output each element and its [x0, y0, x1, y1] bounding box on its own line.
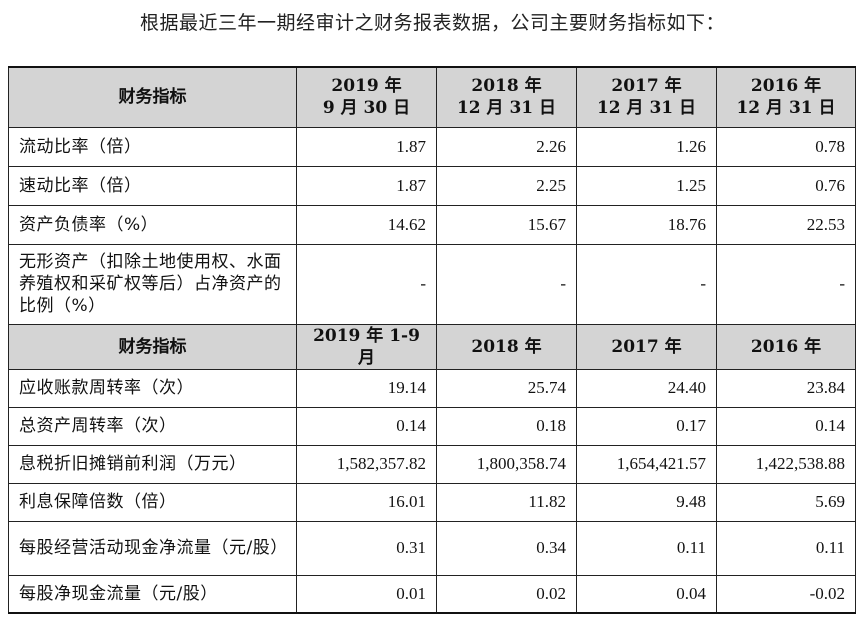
- table-header-row-balance: 财务指标 2019 年 9 月 30 日 2018 年 12 月 31 日 20…: [8, 66, 856, 128]
- header-label: 财务指标: [8, 323, 297, 370]
- row-value: -: [576, 243, 717, 325]
- header-year: 2018 年: [471, 76, 542, 97]
- header-date: 12 月 31 日: [456, 98, 557, 119]
- row-value: 0.31: [296, 520, 437, 576]
- row-label: 总资产周转率（次）: [8, 406, 297, 446]
- header-col-2019-ytd: 2019 年 1-9 月: [296, 323, 437, 370]
- row-value: 23.84: [716, 368, 856, 408]
- row-value: 0.78: [716, 126, 856, 167]
- row-label: 应收账款周转率（次）: [8, 368, 297, 408]
- row-value: 0.04: [576, 574, 717, 614]
- row-value: 0.14: [716, 406, 856, 446]
- row-value: 0.01: [296, 574, 437, 614]
- table-row: 流动比率（倍） 1.87 2.26 1.26 0.78: [8, 126, 856, 167]
- row-value: 2.25: [436, 165, 577, 206]
- table-row: 每股净现金流量（元/股） 0.01 0.02 0.04 -0.02: [8, 574, 856, 614]
- row-value: -: [436, 243, 577, 325]
- financial-indicators-table: 财务指标 2019 年 9 月 30 日 2018 年 12 月 31 日 20…: [8, 66, 856, 614]
- header-col-2017-dec: 2017 年 12 月 31 日: [576, 66, 717, 128]
- row-value: 9.48: [576, 482, 717, 522]
- row-value: -: [716, 243, 856, 325]
- table-row: 利息保障倍数（倍） 16.01 11.82 9.48 5.69: [8, 482, 856, 522]
- table-row: 息税折旧摊销前利润（万元） 1,582,357.82 1,800,358.74 …: [8, 444, 856, 484]
- header-col-2016-dec: 2016 年 12 月 31 日: [716, 66, 856, 128]
- row-value: -: [296, 243, 437, 325]
- table-row: 速动比率（倍） 1.87 2.25 1.25 0.76: [8, 165, 856, 206]
- header-date: 9 月 30 日: [322, 98, 411, 119]
- row-value: 19.14: [296, 368, 437, 408]
- row-label: 每股净现金流量（元/股）: [8, 574, 297, 614]
- row-value: 1,582,357.82: [296, 444, 437, 484]
- row-value: 1.26: [576, 126, 717, 167]
- header-year: 2017 年: [611, 76, 682, 97]
- header-date: 12 月 31 日: [736, 98, 836, 119]
- row-label: 资产负债率（%）: [8, 204, 297, 245]
- row-label: 每股经营活动现金净流量（元/股）: [8, 520, 297, 576]
- row-value: 0.11: [716, 520, 856, 576]
- row-value: 0.34: [436, 520, 577, 576]
- row-value: 0.76: [716, 165, 856, 206]
- row-value: 22.53: [716, 204, 856, 245]
- row-value: 11.82: [436, 482, 577, 522]
- row-value: 0.02: [436, 574, 577, 614]
- row-value: 18.76: [576, 204, 717, 245]
- header-col-2018: 2018 年: [436, 323, 577, 370]
- table-row: 每股经营活动现金净流量（元/股） 0.31 0.34 0.11 0.11: [8, 520, 856, 576]
- row-value: 0.11: [576, 520, 717, 576]
- row-label: 无形资产（扣除土地使用权、水面养殖权和采矿权等后）占净资产的比例（%）: [8, 243, 297, 325]
- table-header-row-period: 财务指标 2019 年 1-9 月 2018 年 2017 年 2016 年: [8, 323, 856, 370]
- row-value: 0.17: [576, 406, 717, 446]
- row-value: 0.14: [296, 406, 437, 446]
- row-value: 1.25: [576, 165, 717, 206]
- header-col-2017: 2017 年: [576, 323, 717, 370]
- header-date: 12 月 31 日: [596, 98, 697, 119]
- row-label: 流动比率（倍）: [8, 126, 297, 167]
- table-row: 应收账款周转率（次） 19.14 25.74 24.40 23.84: [8, 368, 856, 408]
- row-value: 16.01: [296, 482, 437, 522]
- row-value: 1,800,358.74: [436, 444, 577, 484]
- table-row: 资产负债率（%） 14.62 15.67 18.76 22.53: [8, 204, 856, 245]
- header-year: 2016 年: [750, 76, 822, 97]
- row-label: 速动比率（倍）: [8, 165, 297, 206]
- header-col-2018-dec: 2018 年 12 月 31 日: [436, 66, 577, 128]
- table-row: 无形资产（扣除土地使用权、水面养殖权和采矿权等后）占净资产的比例（%） - - …: [8, 243, 856, 325]
- row-value: 25.74: [436, 368, 577, 408]
- row-label: 利息保障倍数（倍）: [8, 482, 297, 522]
- row-value: 1,422,538.88: [716, 444, 856, 484]
- row-value: -0.02: [716, 574, 856, 614]
- row-value: 14.62: [296, 204, 437, 245]
- row-value: 1,654,421.57: [576, 444, 717, 484]
- header-label: 财务指标: [8, 66, 297, 128]
- intro-text: 根据最近三年一期经审计之财务报表数据，公司主要财务指标如下：: [139, 12, 725, 34]
- header-col-2016: 2016 年: [716, 323, 856, 370]
- table-row: 总资产周转率（次） 0.14 0.18 0.17 0.14: [8, 406, 856, 446]
- row-value: 24.40: [576, 368, 717, 408]
- header-year: 2019 年: [331, 76, 402, 97]
- row-value: 0.18: [436, 406, 577, 446]
- row-value: 15.67: [436, 204, 577, 245]
- header-col-2019-sep: 2019 年 9 月 30 日: [296, 66, 437, 128]
- row-label: 息税折旧摊销前利润（万元）: [8, 444, 297, 484]
- row-value: 2.26: [436, 126, 577, 167]
- row-value: 1.87: [296, 126, 437, 167]
- row-value: 5.69: [716, 482, 856, 522]
- row-value: 1.87: [296, 165, 437, 206]
